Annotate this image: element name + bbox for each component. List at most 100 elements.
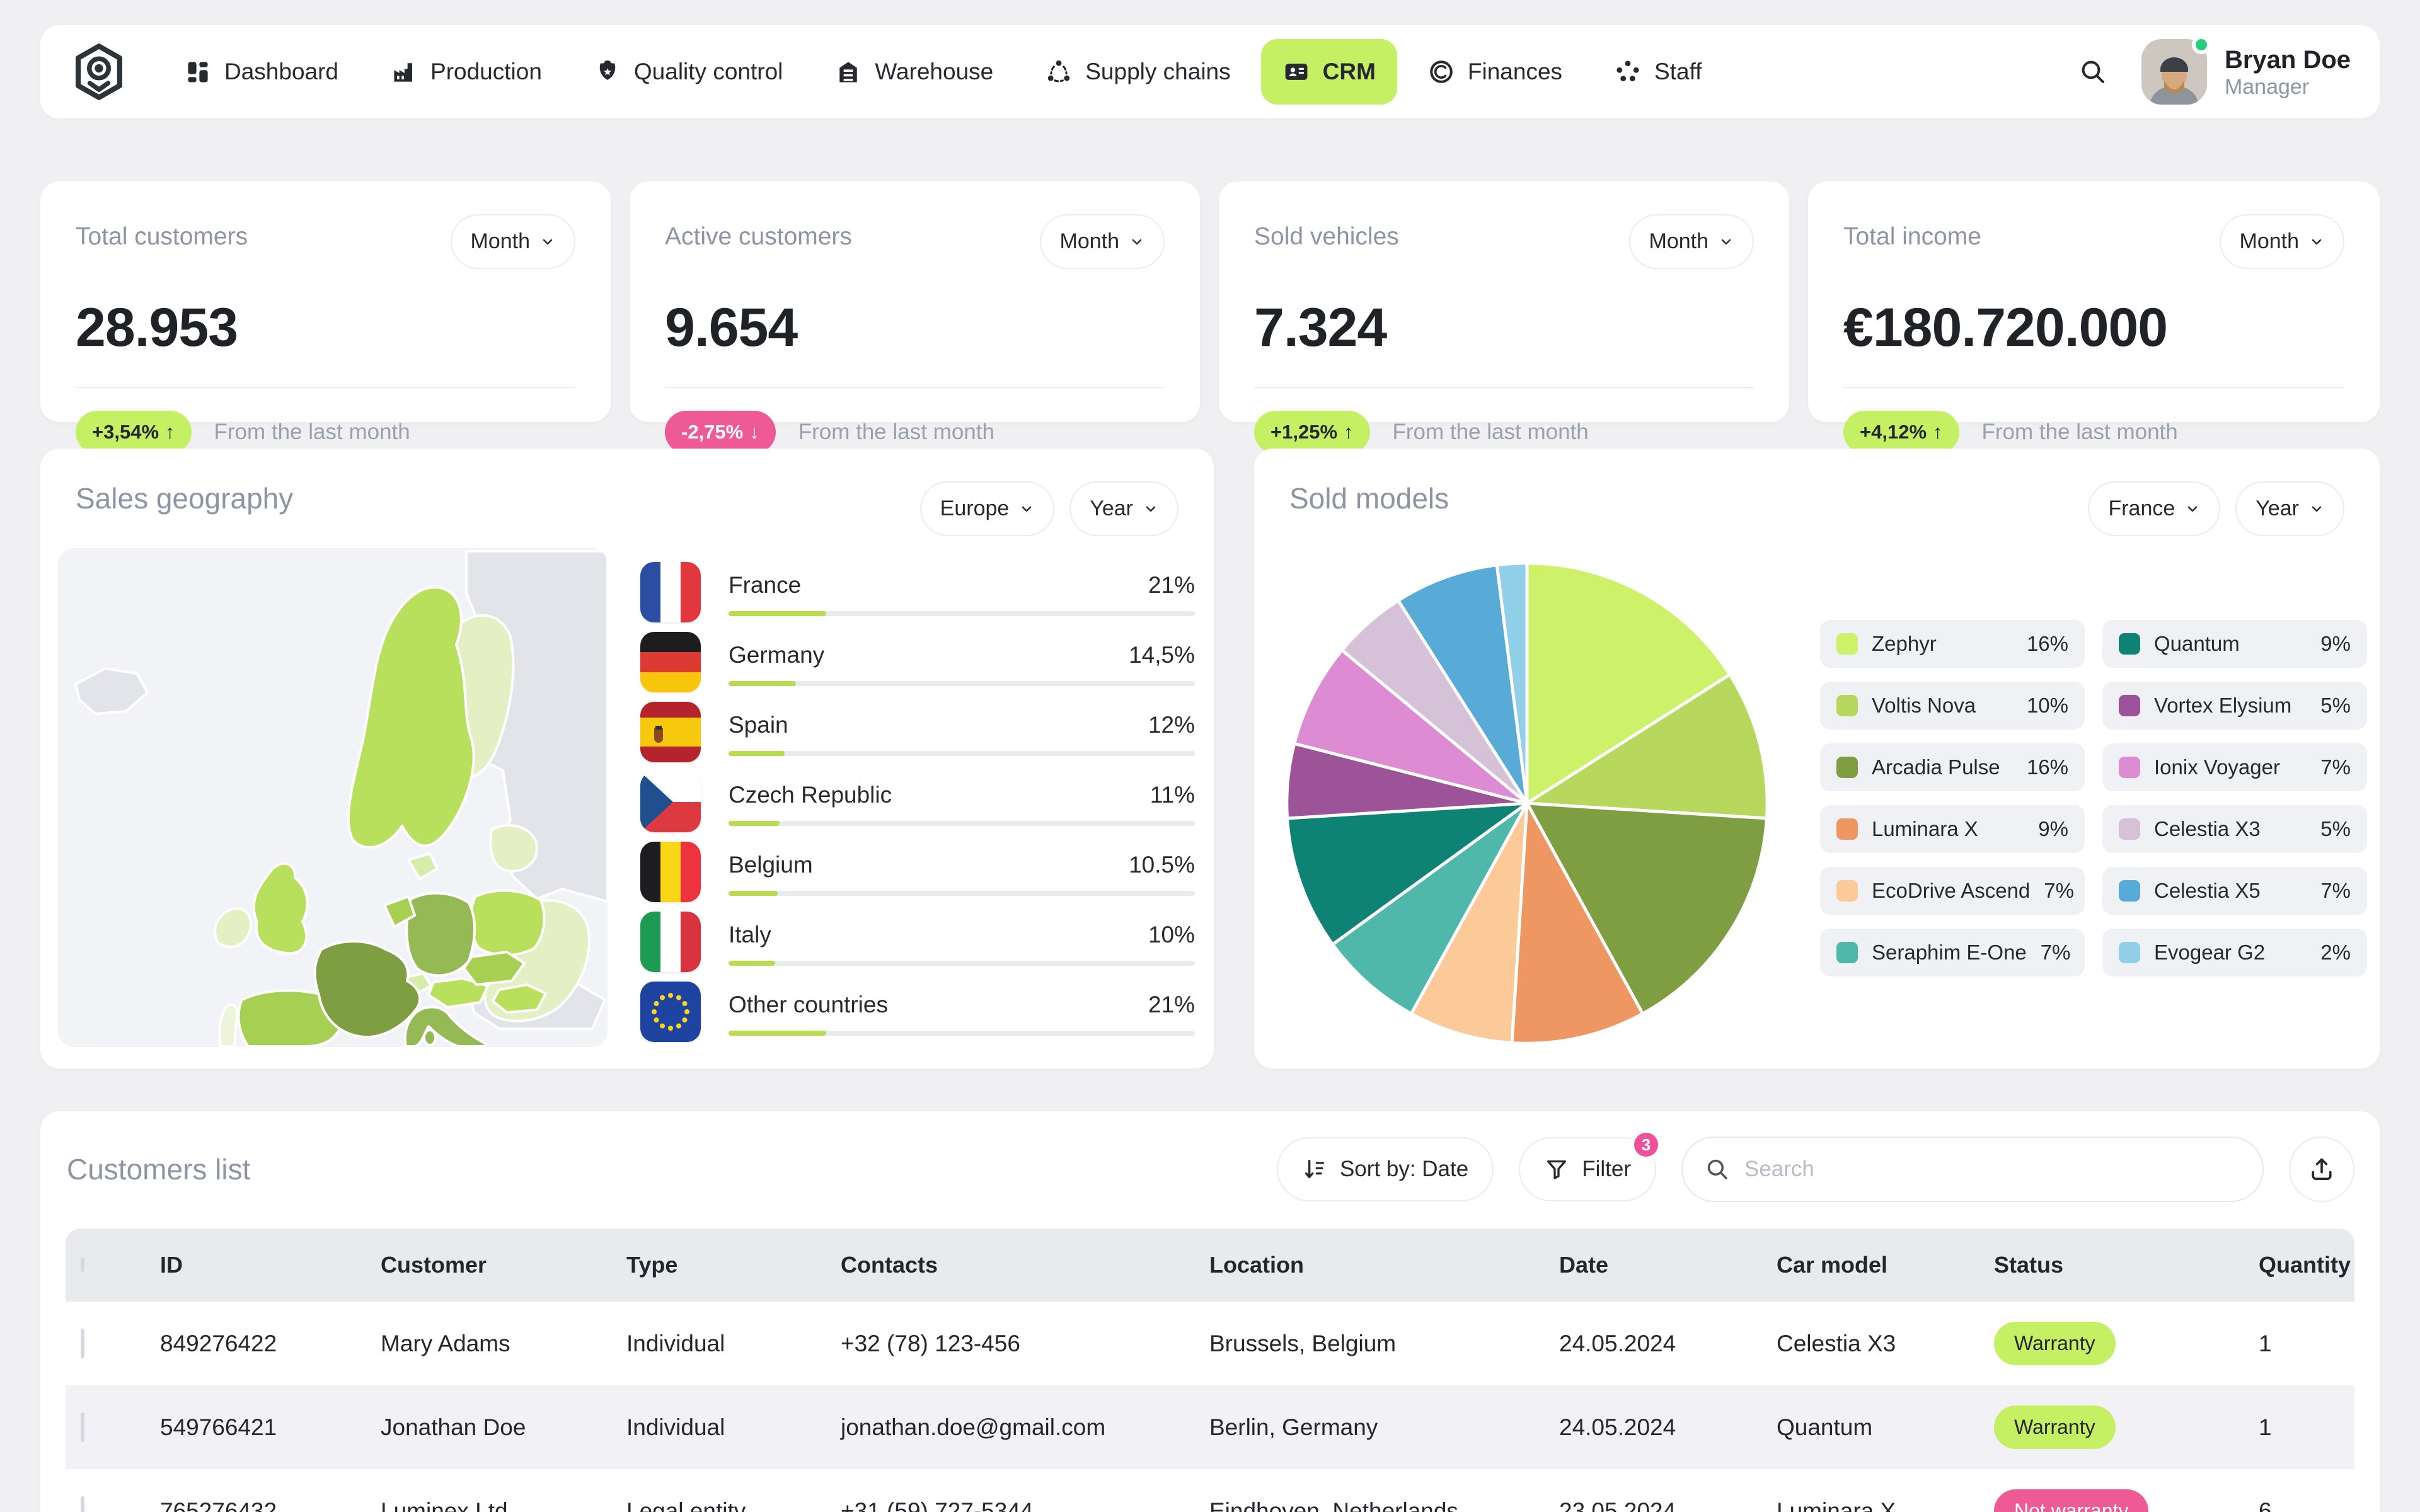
- pie-slice-luminara-x: [1510, 801, 1645, 1045]
- legend-color-chip: [1836, 880, 1858, 902]
- progress-track: [729, 680, 1195, 686]
- legend-item-zephyr: Zephyr 16%: [1820, 620, 2085, 668]
- legend-percent: 9%: [2320, 632, 2351, 655]
- column-header-customer[interactable]: Customer: [381, 1252, 487, 1278]
- pie-slice-ionix-voyager: [1293, 648, 1529, 805]
- legend-item-vortex-elysium: Vortex Elysium 5%: [2102, 682, 2367, 730]
- legend-label: Zephyr: [1872, 632, 1937, 655]
- legend-item-ionix-voyager: Ionix Voyager 7%: [2102, 743, 2367, 791]
- country-row-belgium: Belgium 10.5%: [640, 837, 1195, 907]
- legend-item-ecodrive-ascend: EcoDrive Ascend 7%: [1820, 867, 2085, 915]
- divider: [665, 387, 1165, 388]
- cell-customer: Mary Adams: [381, 1330, 510, 1356]
- period-select-total-customers[interactable]: Month: [450, 214, 575, 269]
- progress-track: [729, 960, 1195, 966]
- filter-label: Filter: [1582, 1157, 1631, 1181]
- progress-fill: [729, 750, 785, 756]
- table-row[interactable]: 849276422 Mary Adams Individual +32 (78)…: [66, 1302, 2354, 1385]
- period-select-total-income[interactable]: Month: [2219, 214, 2344, 269]
- top-navbar: Dashboard Production Quality control War…: [40, 25, 2380, 118]
- legend-color-chip: [2119, 633, 2140, 655]
- warehouse-icon: [839, 62, 858, 83]
- sort-label: Sort by: Date: [1339, 1157, 1469, 1181]
- country-percent: 11%: [1150, 781, 1195, 808]
- stat-value: €180.720.000: [1843, 297, 2168, 358]
- progress-fill: [729, 890, 778, 896]
- column-header-quantity[interactable]: Quantity: [2259, 1252, 2351, 1278]
- stat-title: Total income: [1843, 223, 1981, 250]
- cell-customer: Jonathan Doe: [381, 1414, 526, 1440]
- period-select-models[interactable]: Year: [2235, 481, 2344, 536]
- nav-label: Warehouse: [875, 59, 994, 84]
- divider: [1254, 387, 1754, 388]
- nav-item-staff[interactable]: Staff: [1593, 39, 1723, 105]
- row-checkbox[interactable]: [81, 1412, 84, 1442]
- nav-item-production[interactable]: Production: [369, 39, 563, 105]
- column-header-contacts[interactable]: Contacts: [841, 1252, 938, 1278]
- stat-title: Total customers: [76, 223, 248, 250]
- table-row[interactable]: 765276432 Luminex Ltd. Legal entity +31 …: [66, 1469, 2354, 1512]
- legend-label: Celestia X5: [2154, 879, 2261, 902]
- stat-value: 7.324: [1254, 297, 1387, 358]
- nav-item-supply-chains[interactable]: Supply chains: [1023, 39, 1252, 105]
- column-header-type[interactable]: Type: [626, 1252, 678, 1278]
- region-select-models[interactable]: France: [2088, 481, 2221, 536]
- nav-label: Quality control: [633, 59, 783, 84]
- column-header-date[interactable]: Date: [1559, 1252, 1609, 1278]
- export-button[interactable]: [2289, 1137, 2354, 1202]
- nav-item-finances[interactable]: Finances: [1406, 39, 1584, 105]
- cell-date: 23.05.2024: [1559, 1498, 1676, 1512]
- nav-item-dashboard[interactable]: Dashboard: [163, 39, 360, 105]
- cell-location: Brussels, Belgium: [1209, 1330, 1397, 1356]
- column-header-car-model[interactable]: Car model: [1777, 1252, 1888, 1278]
- country-row-other-countries: Other countries 21%: [640, 976, 1195, 1046]
- change-badge: -2,75% ↓: [665, 411, 776, 454]
- progress-track: [729, 890, 1195, 896]
- status-badge: Warranty: [1994, 1406, 2116, 1449]
- progress-fill: [729, 680, 797, 686]
- change-badge: +1,25% ↑: [1254, 411, 1370, 454]
- column-header-id[interactable]: ID: [160, 1252, 183, 1278]
- customers-search[interactable]: [1681, 1137, 2264, 1202]
- nav-label: Staff: [1654, 59, 1702, 84]
- filter-button[interactable]: Filter 3: [1519, 1130, 1661, 1201]
- period-select-active-customers[interactable]: Month: [1039, 214, 1165, 269]
- app-logo[interactable]: [69, 42, 129, 101]
- global-search-button[interactable]: [2071, 50, 2115, 94]
- status-badge: Not warranty: [1994, 1489, 2149, 1512]
- nav-item-warehouse[interactable]: Warehouse: [813, 39, 1015, 105]
- search-input[interactable]: [1744, 1157, 2241, 1182]
- nav-label: Production: [430, 59, 542, 84]
- cell-date: 24.05.2024: [1559, 1414, 1676, 1440]
- cell-type: Legal entity: [626, 1498, 746, 1512]
- country-share-list: France 21% Germany 14,5% Spain 12% Czech Re…: [640, 557, 1195, 1046]
- region-select-geography[interactable]: Europe: [919, 481, 1055, 536]
- nav-item-quality-control[interactable]: Quality control: [572, 39, 805, 105]
- row-checkbox[interactable]: [81, 1328, 84, 1358]
- dashboard-icon: [188, 62, 208, 83]
- sold-models-pie-chart: [1278, 554, 1776, 1052]
- select-all-checkbox[interactable]: [81, 1257, 84, 1272]
- progress-fill: [729, 820, 780, 826]
- supply-chain-icon: [1048, 60, 1070, 83]
- legend-label: Voltis Nova: [1872, 694, 1976, 717]
- period-select-geography[interactable]: Year: [1069, 481, 1178, 536]
- period-select-sold-vehicles[interactable]: Month: [1628, 214, 1754, 269]
- search-icon: [2082, 60, 2104, 83]
- cell-car-model: Quantum: [1777, 1414, 1873, 1440]
- row-checkbox[interactable]: [81, 1496, 84, 1512]
- column-header-status[interactable]: Status: [1994, 1252, 2064, 1278]
- column-header-location[interactable]: Location: [1209, 1252, 1304, 1278]
- legend-item-voltis-nova: Voltis Nova 10%: [1820, 682, 2085, 730]
- chevron-down-icon: [2188, 506, 2198, 512]
- legend-percent: 5%: [2320, 694, 2351, 717]
- country-percent: 21%: [1148, 571, 1195, 598]
- sort-button[interactable]: Sort by: Date: [1276, 1137, 1494, 1201]
- legend-color-chip: [2119, 942, 2140, 963]
- country-percent: 10%: [1148, 921, 1195, 948]
- user-menu[interactable]: Bryan Doe Manager: [2141, 35, 2351, 105]
- legend-percent: 7%: [2044, 879, 2074, 902]
- progress-track: [729, 1030, 1195, 1036]
- nav-item-crm[interactable]: CRM: [1260, 39, 1397, 105]
- table-row[interactable]: 549766421 Jonathan Doe Individual jonath…: [66, 1385, 2354, 1469]
